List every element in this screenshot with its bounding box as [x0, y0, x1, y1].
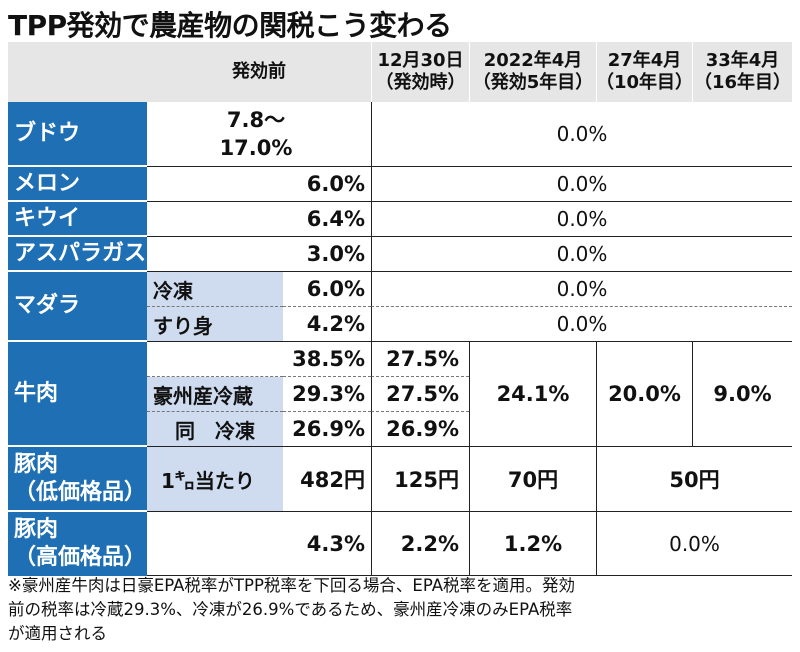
melon-after: 0.0% [371, 167, 792, 202]
header-blank [8, 42, 147, 102]
beef-aus-frozen-col1: 26.9% [371, 412, 469, 447]
row-name-pork-high: 豚肉 （高価格品） [8, 512, 147, 576]
row-name-kiwi: キウイ [8, 202, 147, 237]
pork-low-name-line2: （低価格品） [14, 479, 147, 505]
header-col2: 2022年4月 （発効5年目） [469, 42, 596, 102]
header-col3-line2: （10年目） [595, 72, 694, 93]
footnote-line3: が適用される [8, 624, 107, 643]
footnote: ※豪州産牛肉は日豪EPA税率がTPP税率を下回る場合、EPA税率を適用。発効 前… [8, 574, 792, 646]
cod-frozen-after: 0.0% [371, 272, 792, 307]
pork-high-col1: 2.2% [371, 512, 469, 576]
header-col3: 27年4月 （10年目） [595, 42, 694, 102]
pork-low-name-line1: 豚肉 [14, 451, 59, 477]
beef-general-col1: 27.5% [371, 342, 469, 377]
cod-surimi-label: すり身 [147, 307, 283, 342]
beef-general-label [147, 342, 283, 377]
cod-surimi-before: 4.2% [283, 307, 371, 342]
header-col1: 12月30日 （発効時） [371, 42, 469, 102]
pork-low-col1: 125円 [371, 447, 469, 512]
row-name-beef: 牛肉 [8, 342, 147, 447]
cod-frozen-before: 6.0% [283, 272, 371, 307]
tariff-table: 発効前 12月30日 （発効時） 2022年4月 （発効5年目） 27年4月 （… [8, 42, 792, 576]
header-before: 発効前 [147, 42, 371, 102]
row-name-melon: メロン [8, 167, 147, 202]
beef-aus-chilled-before: 29.3% [283, 377, 371, 412]
header-col1-line2: （発効時） [375, 72, 466, 93]
cod-frozen-label: 冷凍 [147, 272, 283, 307]
grape-before: 7.8〜 17.0% [147, 102, 371, 167]
page-title: TPP発効で農産物の関税こう変わる [8, 9, 452, 42]
beef-aus-chilled-col1: 27.5% [371, 377, 469, 412]
pork-high-before: 4.3% [147, 512, 371, 576]
row-name-grape: ブドウ [8, 102, 147, 167]
pork-low-col34: 50円 [596, 447, 792, 512]
pork-high-col34: 0.0% [596, 512, 792, 576]
melon-before: 6.0% [147, 167, 371, 202]
footnote-line1: ※豪州産牛肉は日豪EPA税率がTPP税率を下回る場合、EPA税率を適用。発効 [8, 576, 576, 595]
grape-before-line1: 7.8〜 [226, 108, 286, 132]
cod-surimi-after: 0.0% [371, 307, 792, 342]
pork-high-col2: 1.2% [469, 512, 596, 576]
beef-aus-chilled-label: 豪州産冷蔵 [147, 377, 283, 412]
row-name-asparagus: アスパラガス [8, 237, 147, 272]
row-name-pork-low: 豚肉 （低価格品） [8, 447, 147, 512]
grape-before-line2: 17.0% [219, 136, 293, 160]
grape-after: 0.0% [371, 102, 792, 167]
kiwi-after: 0.0% [371, 202, 792, 237]
header-col3-line1: 27年4月 [607, 50, 682, 71]
asparagus-before: 3.0% [147, 237, 371, 272]
pork-high-name-line2: （高価格品） [14, 545, 147, 570]
beef-general-before: 38.5% [283, 342, 371, 377]
header-col4-line2: （16年目） [693, 72, 792, 93]
header-before-label: 発効前 [232, 61, 286, 82]
header-col2-line2: （発効5年目） [472, 72, 594, 93]
pork-low-unit: 1㌔当たり [147, 447, 283, 512]
pork-low-col2: 70円 [469, 447, 596, 512]
beef-aus-frozen-label: 同 冷凍 [147, 412, 283, 447]
kiwi-before: 6.4% [147, 202, 371, 237]
header-col4: 33年4月 （16年目） [692, 42, 792, 102]
beef-col2: 24.1% [469, 342, 596, 447]
header-col1-line1: 12月30日 [377, 50, 464, 71]
footnote-line2: 前の税率は冷蔵29.3%、冷凍が26.9%であるため、豪州産冷凍のみEPA税率 [8, 600, 573, 619]
beef-col3: 20.0% [596, 342, 692, 447]
pork-high-name-line1: 豚肉 [14, 517, 59, 542]
row-name-cod: マダラ [8, 272, 147, 342]
header-col2-line1: 2022年4月 [483, 50, 583, 71]
beef-col4: 9.0% [692, 342, 792, 447]
pork-low-before: 482円 [283, 447, 371, 512]
asparagus-after: 0.0% [371, 237, 792, 272]
beef-aus-frozen-before: 26.9% [283, 412, 371, 447]
header-col4-line1: 33年4月 [705, 50, 780, 71]
